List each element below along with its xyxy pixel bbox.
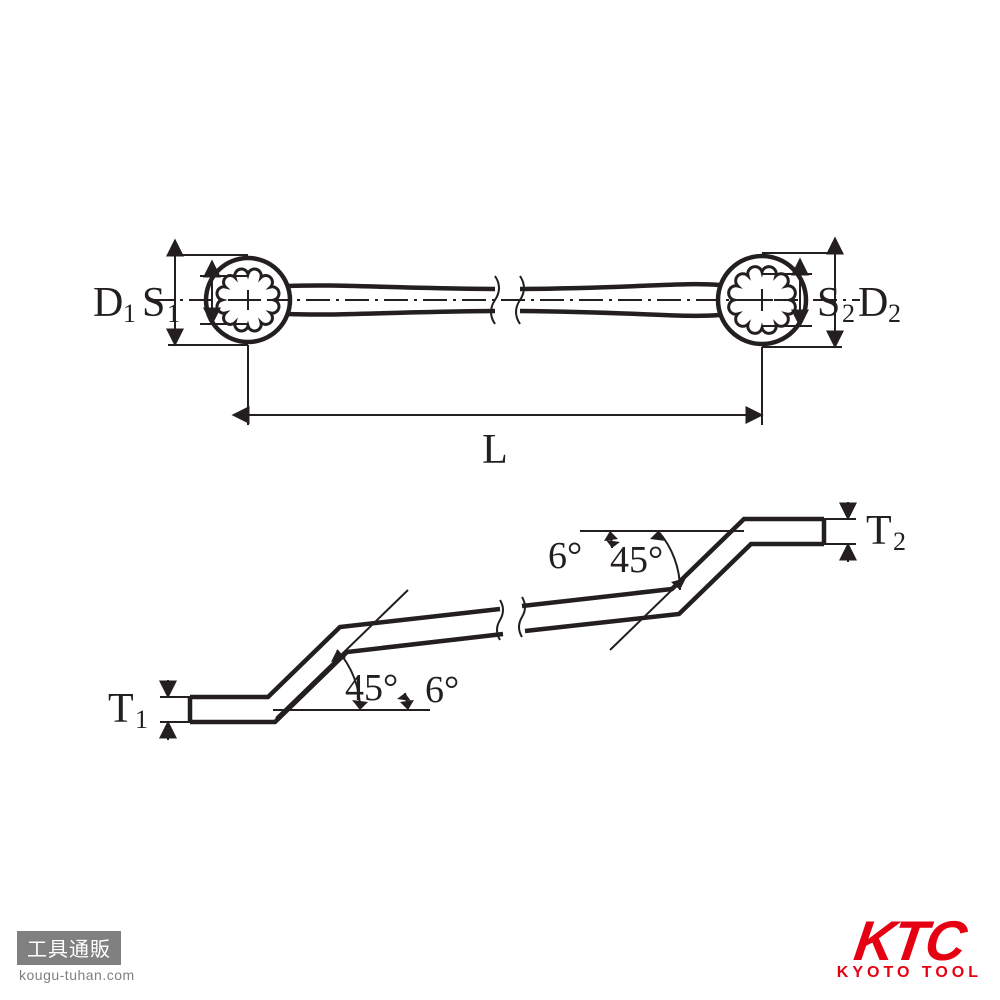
label-t2-sub: 2 [893, 527, 906, 556]
top-view: D 1 S 1 S 2 D 2 L [93, 253, 901, 473]
wrench-dimension-diagram: D 1 S 1 S 2 D 2 L T 1 T [0, 0, 1000, 1000]
right-ring-head [718, 256, 806, 344]
label-angle-6a: 6° [425, 669, 459, 711]
label-s2-sub: 2 [842, 299, 855, 328]
label-t2: T [866, 508, 892, 554]
label-angle-45a: 45° [345, 667, 398, 709]
label-d1: D [93, 280, 123, 326]
logo-text: KTC [851, 916, 967, 966]
side-view: T 1 T 2 45° 6° 45° 6° [108, 502, 906, 740]
label-angle-6b: 6° [548, 535, 582, 577]
label-l: L [482, 427, 508, 473]
watermark-main: 工具通販 [17, 931, 121, 965]
label-s1-sub: 1 [167, 299, 180, 328]
label-angle-45b: 45° [610, 539, 663, 581]
brand-logo: KTC KYOTO TOOL [837, 916, 982, 982]
label-d2-sub: 2 [888, 299, 901, 328]
label-t1: T [108, 686, 134, 732]
label-s2: S [817, 280, 840, 326]
label-s1: S [142, 280, 165, 326]
label-d1-sub: 1 [123, 299, 136, 328]
watermark: 工具通販 kougu-tuhan.com [17, 931, 135, 983]
watermark-url: kougu-tuhan.com [19, 967, 135, 983]
label-t1-sub: 1 [135, 705, 148, 734]
label-d2: D [858, 280, 888, 326]
